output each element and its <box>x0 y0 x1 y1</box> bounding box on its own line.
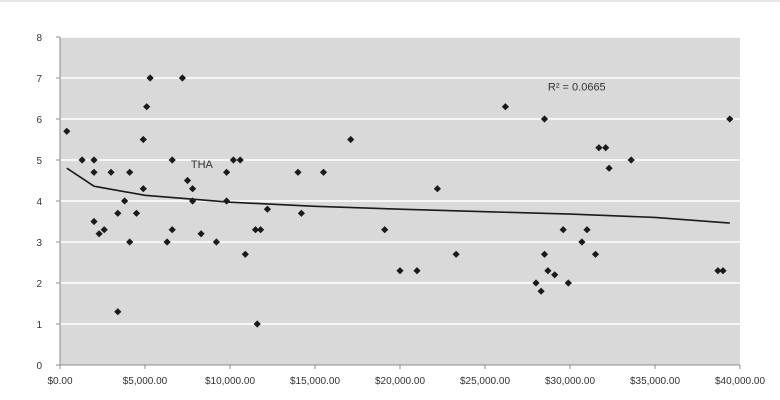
x-tick-label: $35,000.00 <box>630 376 680 387</box>
y-tick-label: 8 <box>36 33 42 44</box>
x-tick-label: $5,000.00 <box>123 376 168 387</box>
y-tick-label: 7 <box>36 74 42 85</box>
annotation-label: R² = 0.0665 <box>548 81 606 93</box>
y-tick-label: 0 <box>36 361 42 372</box>
y-tick-label: 6 <box>36 115 42 126</box>
y-tick-label: 5 <box>36 156 42 167</box>
y-tick-label: 2 <box>36 279 42 290</box>
x-tick-label: $20,000.00 <box>375 376 425 387</box>
x-tick-label: $25,000.00 <box>460 376 510 387</box>
x-axis-ticks: $0.00 $5,000.00 $10,000.00 $15,000.00 $20,00… <box>47 365 765 387</box>
y-tick-label: 1 <box>36 320 42 331</box>
x-tick-label: $10,000.00 <box>205 376 255 387</box>
x-tick-label: $0.00 <box>47 376 72 387</box>
x-tick-label: $30,000.00 <box>545 376 595 387</box>
y-axis-ticks: 0 1 2 3 4 5 6 7 8 <box>36 33 60 372</box>
x-tick-label: $15,000.00 <box>290 376 340 387</box>
y-tick-label: 3 <box>36 238 42 249</box>
y-tick-label: 4 <box>36 197 42 208</box>
x-tick-label: $40,000.00 <box>715 376 765 387</box>
annotation-label: THA <box>191 159 214 171</box>
